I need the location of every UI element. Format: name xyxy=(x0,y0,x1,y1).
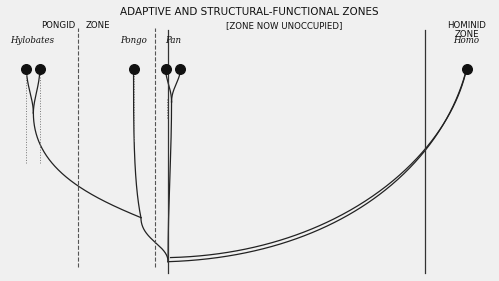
Text: Pongo: Pongo xyxy=(120,37,147,46)
Text: ZONE: ZONE xyxy=(85,21,110,30)
Text: Hylobates: Hylobates xyxy=(10,37,54,46)
Point xyxy=(130,67,138,71)
Text: ADAPTIVE AND STRUCTURAL-FUNCTIONAL ZONES: ADAPTIVE AND STRUCTURAL-FUNCTIONAL ZONES xyxy=(120,7,379,17)
Text: Homo: Homo xyxy=(454,37,480,46)
Point xyxy=(22,67,30,71)
Point xyxy=(36,67,44,71)
Text: PONGID: PONGID xyxy=(41,21,75,30)
Text: HOMINID: HOMINID xyxy=(447,21,486,30)
Point xyxy=(162,67,170,71)
Text: ZONE: ZONE xyxy=(454,30,479,39)
Text: Pan: Pan xyxy=(165,37,181,46)
Point xyxy=(463,67,471,71)
Text: [ZONE NOW UNOCCUPIED]: [ZONE NOW UNOCCUPIED] xyxy=(226,21,342,30)
Point xyxy=(177,67,185,71)
